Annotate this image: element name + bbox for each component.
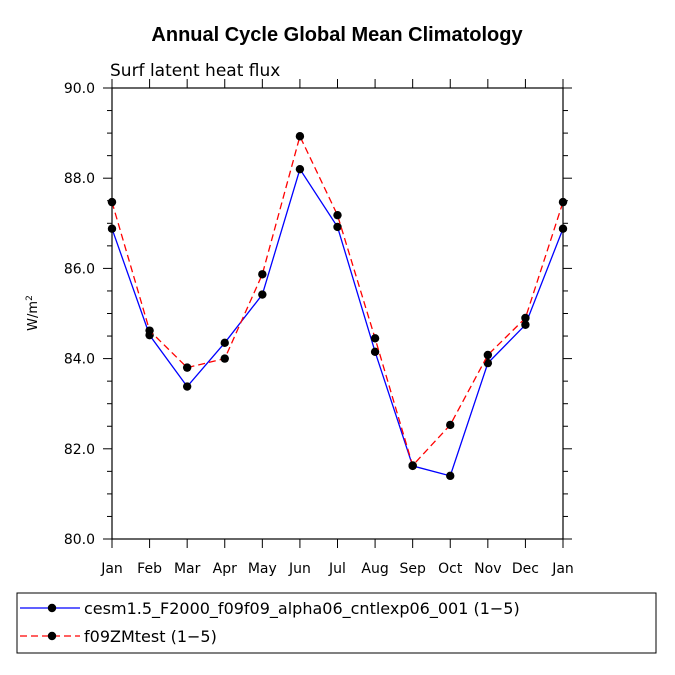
- data-series: [107, 132, 568, 481]
- x-tick-label: Jan: [551, 561, 574, 577]
- data-point: [145, 326, 154, 335]
- data-point: [370, 334, 380, 343]
- x-tick-label: Mar: [174, 561, 201, 577]
- data-point: [220, 338, 229, 348]
- axis-ticks: [103, 79, 572, 548]
- y-tick-label: 88.0: [64, 171, 95, 187]
- y-tick-label: 84.0: [64, 352, 95, 368]
- legend-box: [16, 592, 657, 654]
- y-tick-label: 82.0: [64, 442, 95, 458]
- y-axis-label-superscript: 2: [25, 295, 35, 301]
- data-point: [521, 313, 530, 323]
- legend-entry: f09ZMtest (1−5): [20, 627, 217, 646]
- x-tick-label: Jan: [100, 561, 123, 577]
- x-tick-label: May: [248, 561, 277, 577]
- x-tick-label: Jun: [288, 561, 311, 577]
- data-point: [258, 270, 267, 279]
- x-tick-label: Dec: [512, 561, 539, 577]
- x-tick-label: Nov: [474, 561, 501, 577]
- x-tick-label: Apr: [213, 561, 237, 577]
- legend-swatch-marker: [47, 631, 57, 641]
- legend-entry: cesm1.5_F2000_f09f09_alpha06_cntlexp06_0…: [20, 599, 520, 619]
- legend-label: f09ZMtest (1−5): [84, 627, 217, 646]
- data-point: [408, 461, 417, 470]
- data-point: [333, 210, 342, 220]
- plot-frame: [111, 87, 564, 540]
- x-tick-label: Oct: [438, 561, 463, 577]
- y-tick-label: 86.0: [64, 261, 95, 277]
- data-point: [220, 354, 229, 363]
- legend: cesm1.5_F2000_f09f09_alpha06_cntlexp06_0…: [16, 592, 657, 654]
- x-tick-label: Feb: [137, 561, 162, 577]
- y-tick-label: 90.0: [64, 81, 95, 97]
- svg-text:W/m2: W/m2: [25, 295, 41, 331]
- data-point: [182, 363, 192, 372]
- y-axis-label-text: W/m: [26, 301, 41, 331]
- data-point: [333, 222, 342, 232]
- series-line: [111, 134, 564, 467]
- legend-label: cesm1.5_F2000_f09f09_alpha06_cntlexp06_0…: [84, 599, 520, 619]
- data-point: [182, 382, 192, 391]
- x-tick-label: Jul: [328, 561, 346, 577]
- data-point: [446, 420, 455, 430]
- data-point: [483, 350, 493, 360]
- axis-tick-labels: 80.0 82.0 84.0 86.0 88.0 90.0 Jan Feb Mar Apr May J…: [64, 81, 574, 577]
- y-axis-label: W/m2: [25, 295, 41, 331]
- data-point: [370, 347, 380, 357]
- chart-subtitle: Surf latent heat flux: [110, 61, 280, 81]
- data-point: [295, 132, 305, 141]
- data-point: [446, 471, 455, 481]
- data-point: [258, 290, 267, 299]
- data-point: [295, 164, 305, 174]
- series-2: [107, 132, 568, 470]
- data-point: [483, 358, 493, 368]
- x-tick-label: Aug: [361, 561, 388, 577]
- chart-title: Annual Cycle Global Mean Climatology: [151, 24, 523, 46]
- legend-swatch-marker: [47, 603, 57, 613]
- data-point: [521, 320, 530, 329]
- x-tick-label: Sep: [399, 561, 426, 577]
- y-tick-label: 80.0: [64, 532, 95, 548]
